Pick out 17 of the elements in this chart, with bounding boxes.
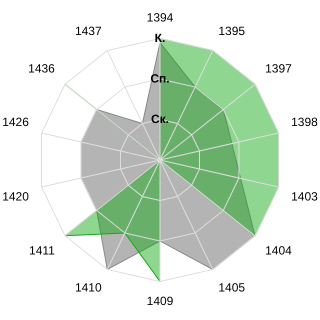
spoke-label: 1410 (74, 280, 102, 295)
y-tick-label: Ск. (150, 112, 170, 126)
spoke-label: 1397 (265, 61, 292, 76)
spoke-label: 1409 (146, 294, 174, 308)
spoke-label: 1437 (74, 24, 102, 38)
y-tick-label: К. (154, 30, 166, 45)
spoke-label: 1436 (28, 61, 56, 76)
spoke-label: 1404 (265, 243, 292, 258)
spoke-label: 1394 (146, 10, 174, 25)
spoke-label: 1426 (2, 115, 30, 130)
spoke-label: 1398 (291, 115, 318, 130)
spoke-label: 1403 (291, 189, 318, 204)
spoke-label: 1420 (2, 189, 30, 204)
y-tick-label: Сп. (150, 71, 170, 86)
spoke-label: 1411 (29, 243, 56, 258)
spoke-label: 1405 (218, 280, 246, 295)
spoke-label: 1395 (218, 24, 246, 38)
